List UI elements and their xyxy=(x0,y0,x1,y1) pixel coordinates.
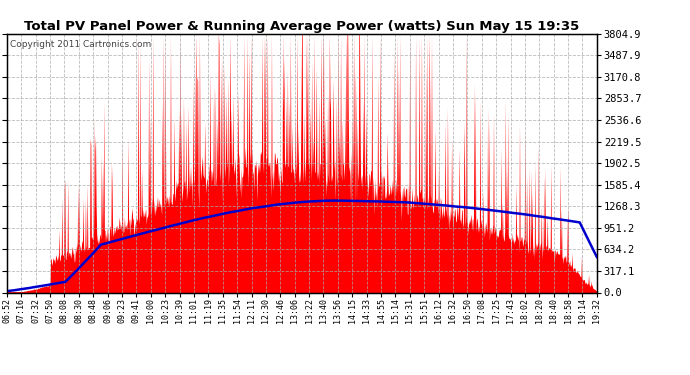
Text: Copyright 2011 Cartronics.com: Copyright 2011 Cartronics.com xyxy=(10,40,151,49)
Title: Total PV Panel Power & Running Average Power (watts) Sun May 15 19:35: Total PV Panel Power & Running Average P… xyxy=(24,20,580,33)
